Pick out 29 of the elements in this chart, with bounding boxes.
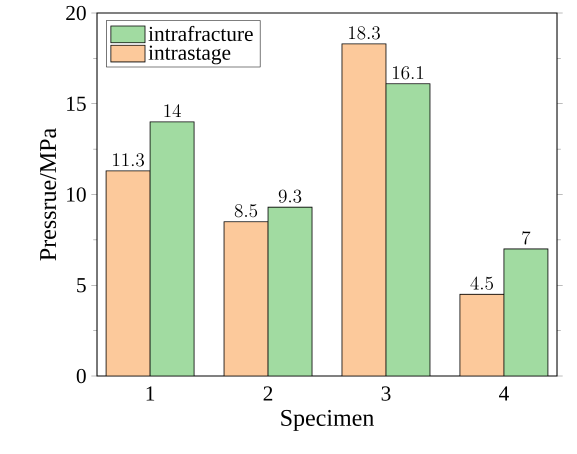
data-label: 11 .3 [113,153,144,166]
x-tick-label: 1 [146,386,154,400]
data-label: 8.5 [234,204,258,218]
bar [460,294,504,376]
bar [342,44,386,376]
y-tick-label: 0 [76,368,86,384]
x-tick-label: 4 [499,386,509,400]
x-axis-title: Specimen [281,410,374,431]
y-tick-label: 5 [77,278,86,292]
bar [386,84,430,376]
bar [224,222,268,376]
bar [268,207,312,376]
y-axis-title: Pressrue/MPa [40,128,56,260]
x-tick-label: 3 [382,386,390,401]
data-label: 4.5 [470,276,493,290]
data-label: 18.3 [349,26,380,40]
y-tick-label: 20 [66,6,86,20]
legend-label: intrastage [148,46,230,64]
data-label: 16. 1 [393,66,424,80]
data-label: 14 [164,104,181,118]
bar [150,122,194,376]
bar [504,248,548,376]
data-label: 9.3 [278,190,302,203]
y-tick-label: 15 [67,96,86,111]
bar [106,170,150,376]
legend-label: intrafracture [148,26,253,42]
data-label: 7 [522,231,530,245]
x-tick-label: 2 [264,386,272,401]
y-tick-label: 10 [67,187,86,202]
